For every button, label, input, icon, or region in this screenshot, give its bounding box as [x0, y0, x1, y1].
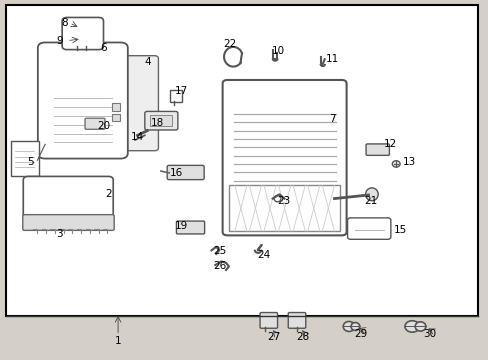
FancyBboxPatch shape: [11, 141, 39, 176]
Text: 15: 15: [393, 225, 406, 235]
Ellipse shape: [350, 323, 359, 330]
Text: 30: 30: [422, 329, 435, 339]
Text: 9: 9: [56, 36, 63, 46]
FancyBboxPatch shape: [112, 103, 120, 111]
Text: 23: 23: [276, 197, 289, 206]
Text: 26: 26: [213, 261, 226, 271]
FancyBboxPatch shape: [176, 221, 204, 234]
Ellipse shape: [404, 321, 419, 332]
Text: 22: 22: [223, 39, 236, 49]
Text: 21: 21: [364, 197, 377, 206]
Text: 18: 18: [150, 118, 163, 128]
FancyBboxPatch shape: [347, 218, 390, 239]
Text: 16: 16: [169, 168, 183, 178]
Ellipse shape: [414, 322, 425, 331]
Text: 19: 19: [174, 221, 187, 231]
FancyBboxPatch shape: [23, 176, 113, 221]
Text: 13: 13: [403, 157, 416, 167]
Text: 12: 12: [383, 139, 396, 149]
Text: 25: 25: [213, 247, 226, 256]
Text: 5: 5: [27, 157, 34, 167]
Text: 28: 28: [296, 332, 309, 342]
Text: 10: 10: [271, 46, 285, 57]
Text: 20: 20: [97, 121, 110, 131]
Bar: [228, 185, 339, 231]
FancyBboxPatch shape: [144, 111, 178, 130]
Text: 24: 24: [257, 250, 270, 260]
Text: 2: 2: [105, 189, 111, 199]
FancyBboxPatch shape: [38, 42, 127, 158]
FancyBboxPatch shape: [167, 165, 203, 180]
FancyBboxPatch shape: [260, 312, 277, 328]
FancyBboxPatch shape: [287, 312, 305, 328]
FancyBboxPatch shape: [107, 56, 158, 151]
FancyBboxPatch shape: [169, 90, 182, 102]
Text: 7: 7: [328, 114, 335, 124]
FancyBboxPatch shape: [150, 115, 171, 126]
Text: 6: 6: [100, 43, 106, 53]
FancyBboxPatch shape: [62, 18, 103, 50]
Ellipse shape: [391, 161, 399, 167]
Text: 17: 17: [174, 86, 187, 96]
FancyBboxPatch shape: [112, 113, 120, 121]
FancyBboxPatch shape: [6, 5, 477, 316]
Text: 8: 8: [61, 18, 68, 28]
FancyBboxPatch shape: [366, 144, 388, 156]
Text: 11: 11: [325, 54, 338, 64]
Ellipse shape: [343, 321, 354, 332]
Text: 27: 27: [266, 332, 280, 342]
Text: 3: 3: [56, 229, 63, 239]
Text: 14: 14: [131, 132, 144, 142]
Ellipse shape: [365, 188, 377, 201]
FancyBboxPatch shape: [85, 118, 105, 129]
FancyBboxPatch shape: [23, 215, 114, 230]
Text: 1: 1: [115, 336, 121, 346]
Text: 29: 29: [354, 329, 367, 339]
Text: 4: 4: [143, 57, 150, 67]
